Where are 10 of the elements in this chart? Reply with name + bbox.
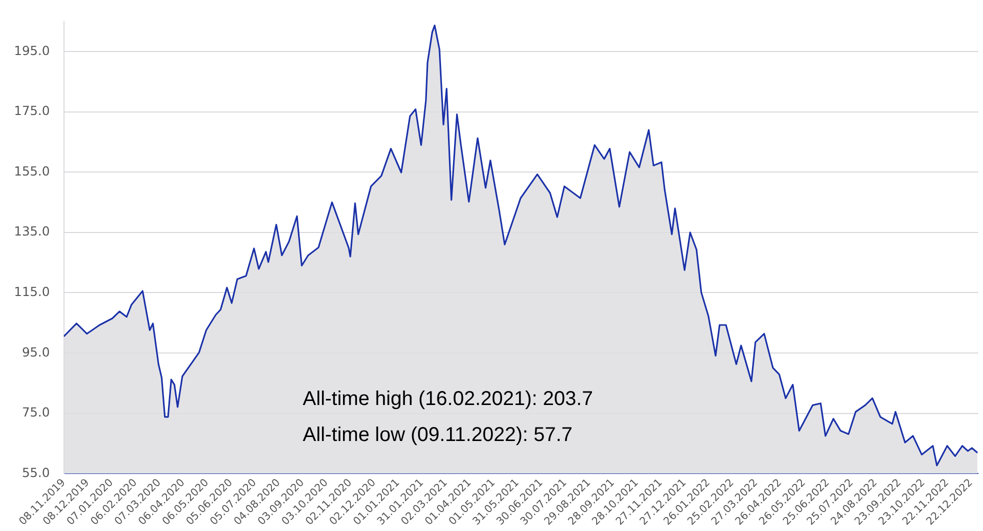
y-tick-label: 135.0 xyxy=(14,224,50,239)
annotation: All-time high (16.02.2021): 203.7 xyxy=(302,388,593,410)
y-tick-label: 155.0 xyxy=(14,163,50,178)
y-tick-label: 195.0 xyxy=(14,42,50,58)
y-tick-label: 75.0 xyxy=(22,404,50,420)
y-tick-label: 55.0 xyxy=(22,464,50,480)
y-tick-label: 95.0 xyxy=(22,344,50,360)
y-tick-label: 115.0 xyxy=(14,284,50,299)
annotation: All-time low (09.11.2022): 57.7 xyxy=(302,424,573,446)
y-tick-label: 175.0 xyxy=(14,103,50,118)
